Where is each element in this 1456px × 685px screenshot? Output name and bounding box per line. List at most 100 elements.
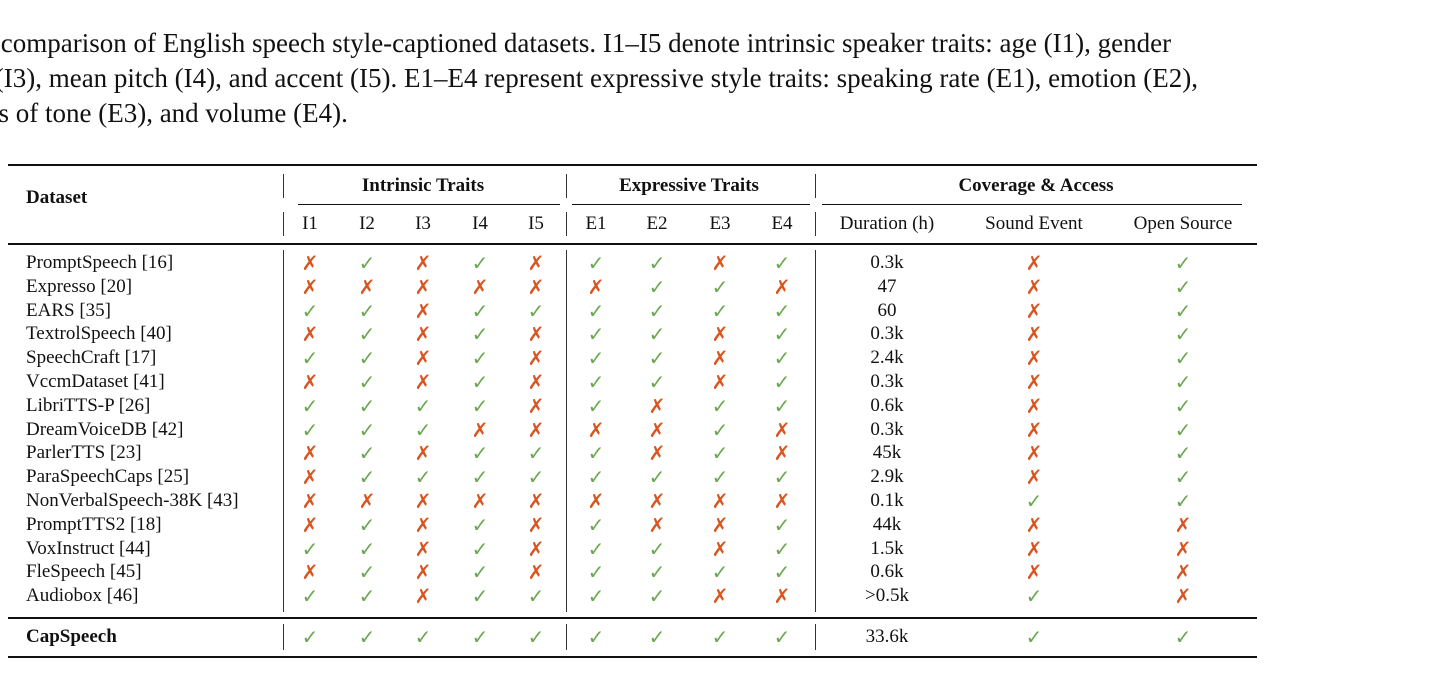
- caption-line: e (I3), mean pitch (I4), and accent (I5)…: [0, 63, 1199, 93]
- check-icon: ✓: [358, 465, 376, 489]
- check-icon: ✓: [648, 625, 666, 649]
- column-separator: [815, 250, 816, 612]
- cross-icon: ✗: [773, 489, 791, 513]
- cross-icon: ✗: [301, 251, 319, 275]
- check-icon: ✓: [711, 418, 729, 442]
- check-icon: ✓: [711, 394, 729, 418]
- check-icon: ✓: [648, 584, 666, 608]
- cross-icon: ✗: [471, 275, 489, 299]
- check-icon: ✓: [358, 584, 376, 608]
- group-rule-intrinsic: [298, 204, 560, 205]
- cross-icon: ✗: [414, 251, 432, 275]
- cross-icon: ✗: [1025, 560, 1043, 584]
- dataset-name: PromptTTS2 [18]: [26, 514, 162, 535]
- cross-icon: ✗: [527, 418, 545, 442]
- ours-rule: [8, 617, 1257, 619]
- check-icon: ✓: [587, 584, 605, 608]
- check-icon: ✓: [527, 299, 545, 323]
- check-icon: ✓: [527, 584, 545, 608]
- check-icon: ✓: [711, 625, 729, 649]
- cross-icon: ✗: [1025, 370, 1043, 394]
- check-icon: ✓: [301, 394, 319, 418]
- check-icon: ✓: [301, 299, 319, 323]
- column-header-e2: E2: [646, 213, 668, 234]
- duration-value-ours: 33.6k: [865, 626, 909, 647]
- check-icon: ✓: [471, 370, 489, 394]
- cross-icon: ✗: [301, 513, 319, 537]
- group-rule-coverage: [822, 204, 1242, 205]
- check-icon: ✓: [711, 299, 729, 323]
- top-rule: [8, 164, 1257, 166]
- check-icon: ✓: [587, 299, 605, 323]
- caption-line: A comparison of English speech style-cap…: [0, 28, 1172, 58]
- column-header-e1: E1: [585, 213, 607, 234]
- cross-icon: ✗: [527, 513, 545, 537]
- column-separator: [815, 212, 816, 236]
- cross-icon: ✗: [711, 489, 729, 513]
- duration-value: 0.3k: [870, 371, 904, 392]
- check-icon: ✓: [358, 370, 376, 394]
- bottom-rule: [8, 656, 1257, 658]
- check-icon: ✓: [358, 441, 376, 465]
- cross-icon: ✗: [648, 441, 666, 465]
- group-header-expressive: Expressive Traits: [619, 175, 759, 196]
- check-icon: ✓: [648, 560, 666, 584]
- column-header-i5: I5: [528, 213, 544, 234]
- cross-icon: ✗: [414, 275, 432, 299]
- check-icon: ✓: [1174, 251, 1192, 275]
- check-icon: ✓: [587, 537, 605, 561]
- cross-icon: ✗: [1025, 275, 1043, 299]
- cross-icon: ✗: [1025, 299, 1043, 323]
- cross-icon: ✗: [414, 489, 432, 513]
- cross-icon: ✗: [587, 275, 605, 299]
- check-icon: ✓: [587, 465, 605, 489]
- column-separator: [566, 212, 567, 236]
- check-icon: ✓: [527, 465, 545, 489]
- cross-icon: ✗: [1174, 537, 1192, 561]
- check-icon: ✓: [1025, 584, 1043, 608]
- column-separator: [815, 624, 816, 650]
- check-icon: ✓: [1174, 465, 1192, 489]
- cross-icon: ✗: [1025, 513, 1043, 537]
- check-icon: ✓: [471, 251, 489, 275]
- dataset-name: LibriTTS-P [26]: [26, 395, 151, 416]
- cross-icon: ✗: [1174, 584, 1192, 608]
- cross-icon: ✗: [1025, 465, 1043, 489]
- duration-value: 0.6k: [870, 395, 904, 416]
- dataset-name: FleSpeech [45]: [26, 561, 142, 582]
- duration-value: 0.1k: [870, 490, 904, 511]
- check-icon: ✓: [648, 370, 666, 394]
- cross-icon: ✗: [414, 299, 432, 323]
- cross-icon: ✗: [711, 251, 729, 275]
- check-icon: ✓: [471, 441, 489, 465]
- dataset-name: VccmDataset [41]: [26, 371, 165, 392]
- dataset-name: ParlerTTS [23]: [26, 442, 142, 463]
- duration-value: >0.5k: [865, 585, 909, 606]
- check-icon: ✓: [773, 322, 791, 346]
- check-icon: ✓: [648, 465, 666, 489]
- cross-icon: ✗: [773, 275, 791, 299]
- check-icon: ✓: [648, 537, 666, 561]
- duration-value: 2.4k: [870, 347, 904, 368]
- cross-icon: ✗: [527, 370, 545, 394]
- check-icon: ✓: [301, 625, 319, 649]
- check-icon: ✓: [358, 299, 376, 323]
- check-icon: ✓: [358, 560, 376, 584]
- check-icon: ✓: [1174, 394, 1192, 418]
- check-icon: ✓: [1174, 275, 1192, 299]
- check-icon: ✓: [587, 394, 605, 418]
- column-header-e4: E4: [771, 213, 793, 234]
- check-icon: ✓: [773, 537, 791, 561]
- cross-icon: ✗: [1025, 537, 1043, 561]
- check-icon: ✓: [773, 560, 791, 584]
- cross-icon: ✗: [1174, 560, 1192, 584]
- column-header-duration-h: Duration (h): [839, 213, 935, 234]
- column-separator: [566, 174, 567, 198]
- duration-value: 44k: [872, 514, 902, 535]
- check-icon: ✓: [358, 322, 376, 346]
- check-icon: ✓: [773, 370, 791, 394]
- check-icon: ✓: [587, 625, 605, 649]
- check-icon: ✓: [773, 299, 791, 323]
- column-separator: [283, 624, 284, 650]
- cross-icon: ✗: [648, 489, 666, 513]
